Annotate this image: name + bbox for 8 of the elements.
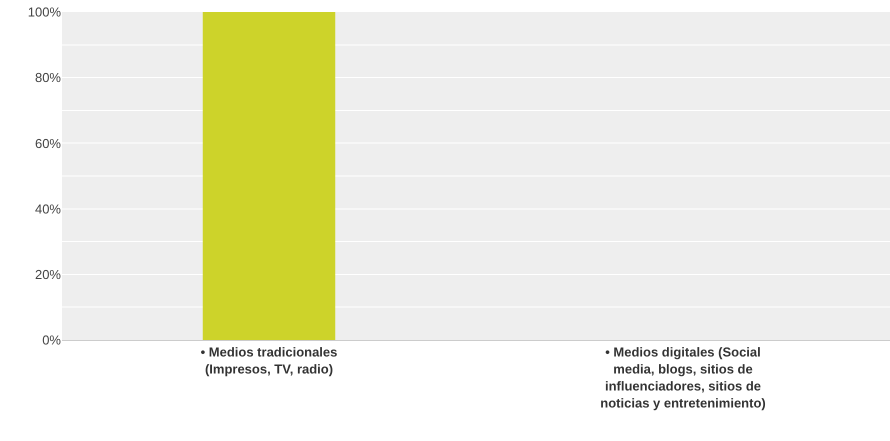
y-tick-label: 0%	[42, 332, 62, 348]
y-tick-label: 40%	[34, 201, 62, 216]
x-tick-label: • Medios digitales (Social media, blogs, sitios de influenciadores, sitios de noticias y entretenimiento)	[600, 344, 766, 410]
y-tick-label: 60%	[34, 136, 62, 151]
y-tick-label: 80%	[34, 70, 62, 86]
y-tick-label: 100%	[28, 4, 62, 20]
y-tick-label: 20%	[34, 266, 62, 282]
x-tick-label: • Medios tradicionales (Impresos, TV, radio)	[200, 344, 338, 376]
